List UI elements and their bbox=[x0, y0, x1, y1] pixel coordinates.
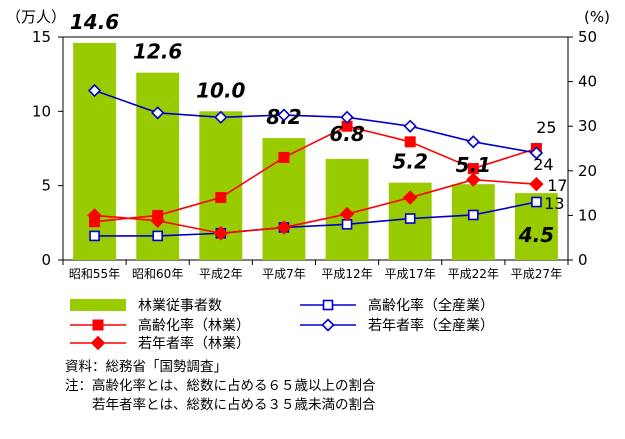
x-axis-tick-label: 平成27年 bbox=[511, 267, 562, 281]
bar-value-label: 14.6 bbox=[70, 10, 119, 34]
end-label-ageing-all: 13 bbox=[544, 194, 564, 213]
right-axis-tick-label: 30 bbox=[578, 117, 597, 135]
series-point bbox=[87, 83, 102, 98]
left-axis-tick-label: 15 bbox=[32, 28, 51, 46]
bar-value-label: 4.5 bbox=[518, 223, 554, 247]
end-label-ageing-forestry: 25 bbox=[536, 118, 556, 137]
series-point bbox=[468, 209, 479, 221]
left-axis-tick-label: 10 bbox=[32, 102, 51, 120]
legend-label: 若年者率（全産業） bbox=[368, 317, 494, 334]
series-point bbox=[404, 136, 416, 148]
right-axis-tick-label: 50 bbox=[578, 28, 597, 46]
series-point bbox=[531, 196, 542, 208]
bar bbox=[73, 42, 117, 260]
legend-label: 高齢化率（全産業） bbox=[368, 297, 494, 314]
x-axis-tick-label: 平成12年 bbox=[321, 267, 372, 281]
legend-label: 若年者率（林業） bbox=[138, 335, 250, 352]
series-line bbox=[94, 201, 537, 237]
bar-value-label: 5.2 bbox=[392, 150, 427, 174]
source-note: 資料：総務省「国勢調査」 bbox=[65, 359, 227, 375]
bar bbox=[136, 72, 180, 261]
legend-swatch-bar bbox=[70, 299, 126, 311]
bar-value-label: 6.8 bbox=[329, 122, 365, 146]
series-point bbox=[87, 208, 102, 223]
series-point bbox=[339, 206, 355, 222]
series-point bbox=[466, 135, 480, 149]
end-label-youth-all: 24 bbox=[533, 155, 553, 174]
series-point bbox=[404, 213, 416, 224]
series-point bbox=[340, 110, 354, 124]
left-axis-tick-label: 5 bbox=[41, 177, 51, 195]
bar bbox=[451, 184, 495, 260]
right-axis-tick-label: 10 bbox=[578, 206, 597, 224]
bar-value-label: 8.2 bbox=[266, 105, 301, 129]
legend-label: 林業従事者数 bbox=[138, 298, 222, 314]
right-axis-tick-label: 40 bbox=[578, 73, 597, 91]
legend-swatch-marker bbox=[92, 319, 104, 331]
bar-value-label: 5.1 bbox=[456, 153, 491, 177]
legend-swatch-marker bbox=[90, 335, 106, 351]
series-point bbox=[529, 176, 544, 192]
series-point bbox=[151, 106, 165, 120]
series-line bbox=[94, 125, 537, 223]
bar-value-label: 10.0 bbox=[196, 78, 245, 102]
series-point bbox=[277, 108, 291, 122]
left-axis-tick-label: 0 bbox=[41, 251, 51, 269]
series-line bbox=[94, 89, 537, 154]
legend-swatch-marker bbox=[321, 318, 335, 332]
right-axis-tick-label: 0 bbox=[578, 251, 588, 269]
end-label-youth-forestry: 17 bbox=[547, 176, 567, 195]
legend-label: 高齢化率（林業） bbox=[138, 317, 250, 334]
x-axis-tick-label: 昭和55年 bbox=[69, 267, 120, 281]
series-point bbox=[215, 192, 227, 204]
x-axis-tick-label: 昭和60年 bbox=[132, 267, 183, 281]
series-point bbox=[150, 213, 165, 228]
x-axis-tick-label: 平成22年 bbox=[448, 267, 499, 281]
series-point bbox=[403, 119, 417, 133]
series-point bbox=[402, 190, 418, 205]
series-line bbox=[94, 178, 537, 235]
legend-swatch-marker bbox=[322, 299, 334, 311]
series-point bbox=[214, 110, 228, 124]
series-point bbox=[466, 172, 481, 187]
x-axis-tick-label: 平成2年 bbox=[199, 267, 243, 281]
series-point bbox=[276, 220, 292, 235]
series-point bbox=[152, 230, 163, 242]
source-note: 注：高齢化率とは、総数に占める６５歳以上の割合 bbox=[65, 377, 376, 394]
right-axis-tick-label: 20 bbox=[578, 162, 597, 180]
series-point bbox=[278, 151, 290, 163]
right-axis-unit: (%) bbox=[584, 8, 610, 26]
left-axis-unit: （万人） bbox=[6, 8, 66, 26]
x-axis-tick-label: 平成17年 bbox=[385, 267, 436, 281]
x-axis-tick-label: 平成7年 bbox=[262, 267, 306, 281]
source-note: 若年者率とは、総数に占める３５歳未満の割合 bbox=[65, 396, 376, 413]
series-point bbox=[529, 146, 544, 160]
series-point bbox=[213, 226, 229, 241]
bar-value-label: 12.6 bbox=[133, 40, 182, 64]
series-point bbox=[89, 230, 100, 242]
